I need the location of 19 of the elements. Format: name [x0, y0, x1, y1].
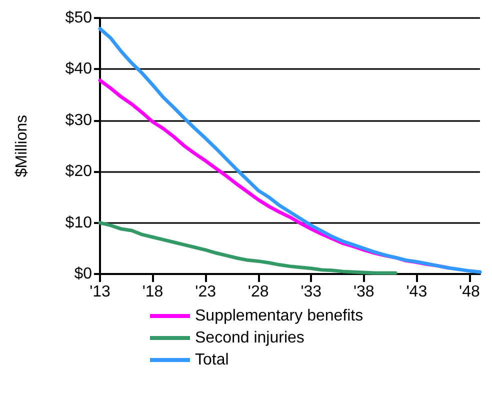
x-tick-label: '13	[90, 284, 111, 300]
legend-label: Supplementary benefits	[195, 308, 364, 324]
line-series	[98, 221, 398, 275]
legend-label: Total	[195, 352, 229, 368]
y-axis-title: $Millions	[14, 114, 30, 178]
legend-label: Second injuries	[195, 330, 304, 346]
y-tick-label: $0	[74, 266, 92, 282]
x-tick-label: '43	[406, 284, 428, 300]
y-tick-label: $40	[65, 60, 92, 78]
y-tick-label: $10	[65, 214, 92, 232]
x-tick-label: '48	[459, 284, 480, 300]
y-tick-label: $50	[65, 10, 92, 26]
x-tick-label: '38	[353, 284, 374, 300]
x-tick-label: '28	[248, 284, 269, 300]
x-tick-label: '23	[195, 284, 216, 300]
x-tick-label: '18	[142, 284, 164, 300]
x-tick-label: '33	[300, 284, 322, 300]
y-tick-label: $30	[65, 112, 92, 129]
y-tick-label: $20	[65, 163, 92, 180]
